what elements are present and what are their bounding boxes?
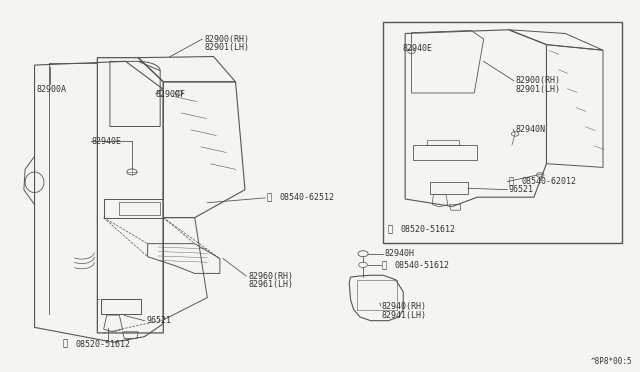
Text: 08540-62512: 08540-62512 xyxy=(280,193,335,202)
Text: 82901(LH): 82901(LH) xyxy=(515,85,560,94)
Text: ^8P8*00:5: ^8P8*00:5 xyxy=(591,357,632,366)
Text: 08520-51612: 08520-51612 xyxy=(400,225,455,234)
Text: 96521: 96521 xyxy=(147,316,172,325)
Text: Ⓢ: Ⓢ xyxy=(509,177,514,186)
Text: 82940E: 82940E xyxy=(91,137,121,146)
Text: 82941(LH): 82941(LH) xyxy=(382,311,427,320)
Text: 82900F: 82900F xyxy=(156,90,186,99)
Text: 82940N: 82940N xyxy=(515,125,545,134)
Text: 08540-51612: 08540-51612 xyxy=(394,262,449,270)
Text: 82940E: 82940E xyxy=(402,44,432,53)
Text: 82961(LH): 82961(LH) xyxy=(248,280,293,289)
Text: 08540-62012: 08540-62012 xyxy=(522,177,577,186)
Text: 08520-51612: 08520-51612 xyxy=(76,340,131,349)
Text: 82900(RH): 82900(RH) xyxy=(515,76,560,85)
Text: 82940H: 82940H xyxy=(385,249,415,258)
Text: Ⓢ: Ⓢ xyxy=(388,225,393,234)
Text: Ⓢ: Ⓢ xyxy=(267,193,272,202)
Text: 82960(RH): 82960(RH) xyxy=(248,272,293,280)
Text: Ⓢ: Ⓢ xyxy=(382,262,387,270)
Text: 82900(RH): 82900(RH) xyxy=(204,35,249,44)
Text: 82900A: 82900A xyxy=(36,85,67,94)
Text: Ⓢ: Ⓢ xyxy=(63,340,68,349)
Text: 82940(RH): 82940(RH) xyxy=(382,302,427,311)
Text: 96521: 96521 xyxy=(509,185,534,194)
Text: 82901(LH): 82901(LH) xyxy=(204,43,249,52)
Bar xyxy=(383,22,622,243)
